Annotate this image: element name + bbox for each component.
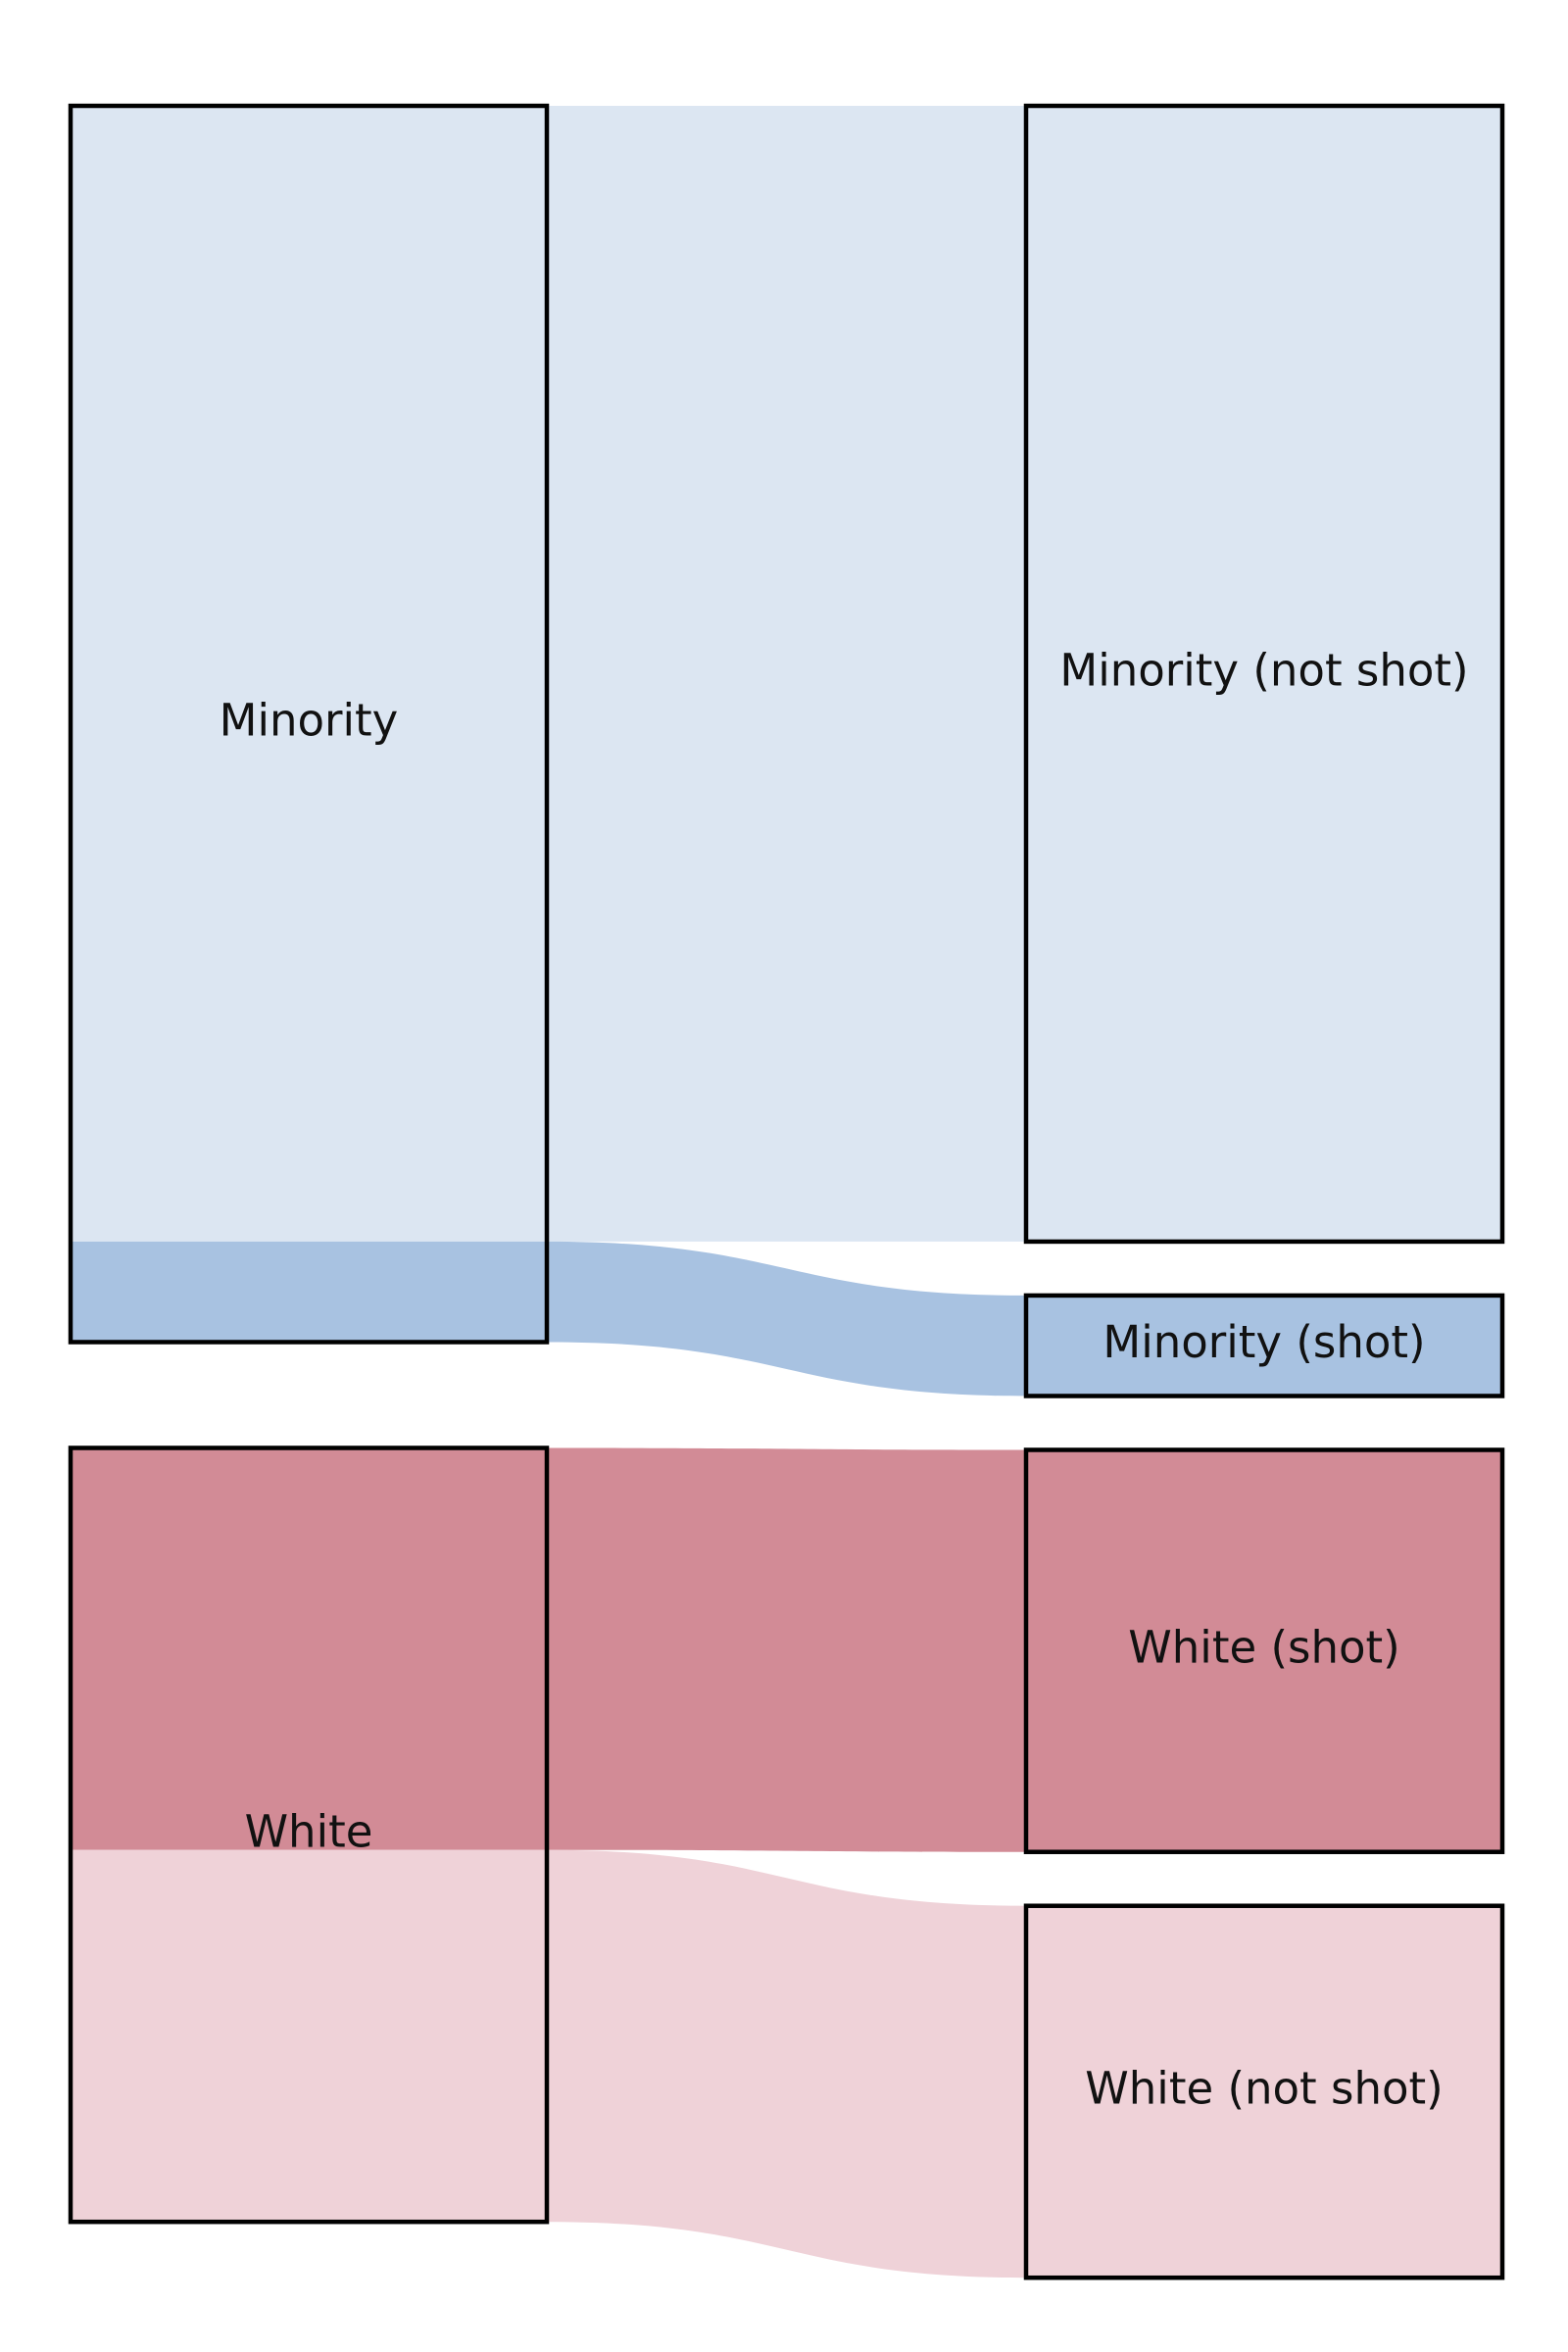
link-minority-to-minority_shot: [547, 1241, 1026, 1396]
node-fill-white_shot: [1026, 1449, 1502, 1852]
node-fill-minority_not_shot: [1026, 106, 1502, 1242]
link-minority-to-minority_not_shot: [547, 106, 1026, 1242]
node-label-white: White: [245, 1805, 373, 1857]
node-white_not_shot[interactable]: [1023, 1903, 1505, 2280]
node-fill-white_not_shot: [1026, 1905, 1502, 2278]
node-label-white_not_shot: White (not shot): [1085, 2062, 1443, 2114]
nodes-layer: [68, 103, 1505, 2280]
link-white-to-white_not_shot: [547, 1849, 1026, 2278]
node-band-minority-minority_not_shot: [71, 106, 547, 1242]
node-white[interactable]: [68, 1446, 550, 2225]
node-label-minority: Minority: [220, 695, 399, 747]
node-minority[interactable]: [68, 103, 550, 1345]
node-band-white-white_shot: [71, 1447, 547, 1850]
node-label-minority_shot: Minority (shot): [1102, 1316, 1425, 1368]
node-label-minority_not_shot: Minority (not shot): [1059, 644, 1468, 696]
node-white_shot[interactable]: [1023, 1447, 1505, 1854]
node-minority_not_shot[interactable]: [1023, 103, 1505, 1245]
node-minority_shot[interactable]: [1023, 1293, 1505, 1398]
node-band-minority-minority_shot: [71, 1241, 547, 1343]
node-band-white-white_not_shot: [71, 1849, 547, 2223]
node-label-white_shot: White (shot): [1128, 1622, 1399, 1674]
links-layer: [547, 106, 1026, 2278]
node-fill-minority_shot: [1026, 1295, 1502, 1396]
labels-layer: Minority White Minority (not shot) Minority…: [220, 644, 1469, 2114]
link-white-to-white_shot: [547, 1447, 1026, 1852]
